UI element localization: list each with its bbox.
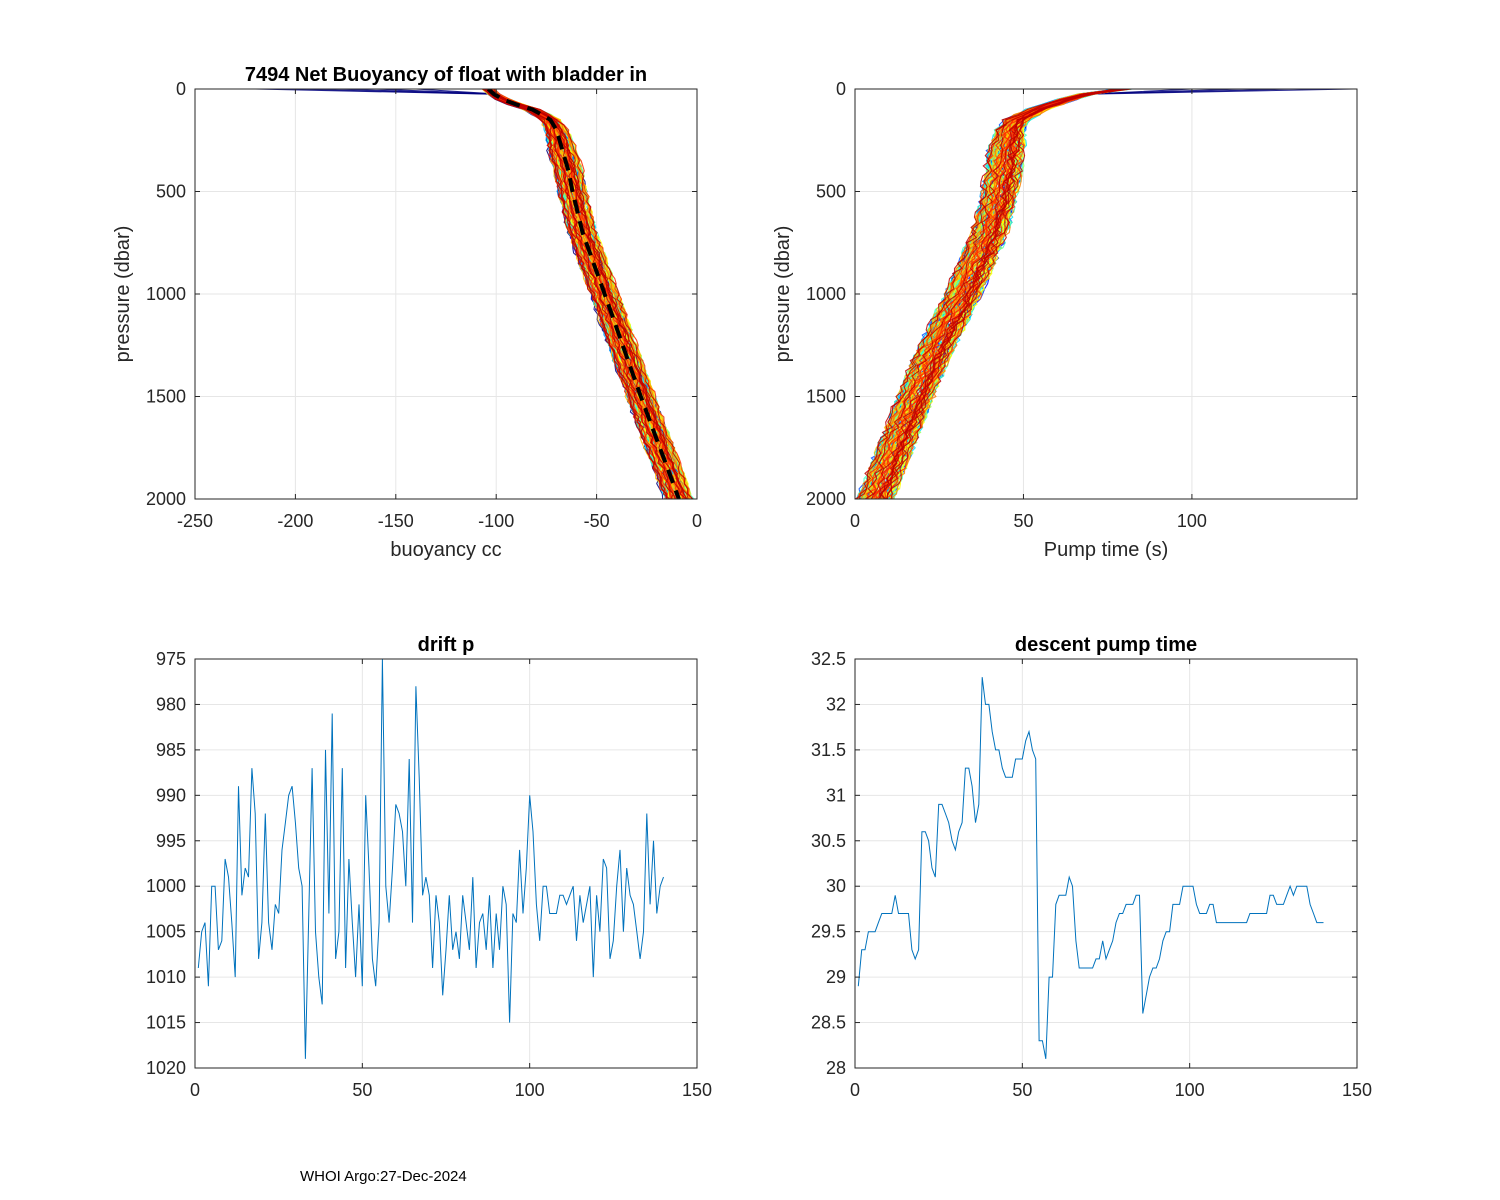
buoyancy-ytick-label-1: 500 xyxy=(156,182,186,202)
drift-p-axes: 0 50 100 150 975 980 985 990 995 1000 1005 1010 1015… xyxy=(146,634,712,1100)
pump-ytick-label-1: 500 xyxy=(816,182,846,202)
pump-xtick-label-1: 50 xyxy=(1013,511,1033,531)
descent-axes-box xyxy=(854,658,1358,1069)
descent-pump-time-axes: 0 50 100 150 28 28.5 29 29.5 30 30.5 31 31.5 32 32.5 d… xyxy=(811,634,1372,1100)
pump-profile-137 xyxy=(871,89,1125,499)
descent-ytick-label-7: 31.5 xyxy=(811,740,846,760)
pump-profile-133 xyxy=(858,89,1119,499)
descent-xtick-label-3: 150 xyxy=(1342,1080,1372,1100)
pump-profile-130 xyxy=(886,89,1128,499)
drift-ytick-label-1: 980 xyxy=(156,694,186,714)
buoyancy-ytick-label-0: 0 xyxy=(176,79,186,99)
buoyancy-profile-129 xyxy=(493,89,694,499)
drift-xtick-label-3: 150 xyxy=(682,1080,712,1100)
drift-title: drift p xyxy=(418,634,475,656)
buoyancy-profile-133 xyxy=(489,89,689,499)
pump-profile-group xyxy=(855,89,1354,499)
buoyancy-profile-group xyxy=(255,89,695,499)
drift-ytick-label-8: 1015 xyxy=(146,1013,186,1033)
pump-ytick-label-4: 2000 xyxy=(806,489,846,509)
descent-ytick-label-6: 31 xyxy=(826,785,846,805)
pump-ytick-label-0: 0 xyxy=(836,79,846,99)
descent-ytick-label-3: 29.5 xyxy=(811,922,846,942)
descent-title: descent pump time xyxy=(1015,634,1197,656)
descent-xtick-label-2: 100 xyxy=(1175,1080,1205,1100)
buoyancy-profile-137 xyxy=(488,89,687,499)
buoyancy-ytick-label-2: 1000 xyxy=(146,284,186,304)
descent-xtick-label-0: 0 xyxy=(850,1080,860,1100)
pump-profile-134 xyxy=(878,89,1125,499)
descent-ytick-label-0: 28 xyxy=(826,1058,846,1078)
pump-xtick-label-2: 100 xyxy=(1177,511,1207,531)
pump-xtick-label-0: 0 xyxy=(850,511,860,531)
buoyancy-xtick-label-5: 0 xyxy=(692,511,702,531)
buoyancy-profile-119 xyxy=(487,89,678,499)
pump-profile-111 xyxy=(881,89,1128,499)
buoyancy-ytick-label-3: 1500 xyxy=(146,387,186,407)
buoyancy-profile-138 xyxy=(485,89,671,499)
drift-xtick-label-2: 100 xyxy=(515,1080,545,1100)
drift-ytick-label-9: 1020 xyxy=(146,1058,186,1078)
buoyancy-mean-profile xyxy=(486,89,681,499)
buoyancy-profile-136 xyxy=(488,89,674,499)
pump-profile-135 xyxy=(878,89,1130,499)
drift-axes-box xyxy=(194,658,698,1069)
pump-profile-132 xyxy=(885,89,1130,499)
descent-ytick-label-2: 29 xyxy=(826,967,846,987)
drift-xtick-label-0: 0 xyxy=(190,1080,200,1100)
descent-series-line xyxy=(857,677,1324,1059)
buoyancy-xtick-label-4: -50 xyxy=(584,511,610,531)
buoyancy-axes: -250 -200 -150 -100 -50 0 0 500 1000 1500 2000 7494… xyxy=(112,64,702,561)
drift-ytick-label-2: 985 xyxy=(156,740,186,760)
buoyancy-profile-107 xyxy=(490,89,691,499)
pump-ytick-label-2: 1000 xyxy=(806,284,846,304)
descent-ytick-label-8: 32 xyxy=(826,694,846,714)
buoyancy-xtick-label-0: -250 xyxy=(177,511,213,531)
buoyancy-ylabel: pressure (dbar) xyxy=(112,226,134,363)
drift-xtick-label-1: 50 xyxy=(352,1080,372,1100)
pump-profile-136 xyxy=(865,89,1119,499)
buoyancy-title: 7494 Net Buoyancy of float with bladder … xyxy=(245,64,647,86)
drift-ytick-label-6: 1005 xyxy=(146,922,186,942)
pump-profile-122 xyxy=(873,89,1121,499)
footer-label: WHOI Argo:27-Dec-2024 xyxy=(300,1168,467,1185)
descent-ytick-label-1: 28.5 xyxy=(811,1013,846,1033)
pump-ytick-label-3: 1500 xyxy=(806,387,846,407)
buoyancy-ytick-label-4: 2000 xyxy=(146,489,186,509)
drift-ytick-label-0: 975 xyxy=(156,649,186,669)
descent-xtick-label-1: 50 xyxy=(1012,1080,1032,1100)
buoyancy-xtick-label-1: -200 xyxy=(277,511,313,531)
drift-ytick-label-3: 990 xyxy=(156,785,186,805)
pump-ylabel: pressure (dbar) xyxy=(772,226,794,363)
descent-ytick-label-5: 30.5 xyxy=(811,831,846,851)
pump-profile-138 xyxy=(855,89,1121,499)
buoyancy-xtick-label-2: -150 xyxy=(378,511,414,531)
drift-series-line xyxy=(197,658,664,1059)
pump-profile-114 xyxy=(866,89,1124,499)
buoyancy-xtick-label-3: -100 xyxy=(478,511,514,531)
drift-ytick-label-7: 1010 xyxy=(146,967,186,987)
pump-xlabel: Pump time (s) xyxy=(1044,539,1168,561)
buoyancy-xlabel: buoyancy cc xyxy=(390,539,501,561)
descent-ytick-label-4: 30 xyxy=(826,876,846,896)
drift-ytick-label-4: 995 xyxy=(156,831,186,851)
drift-ytick-label-5: 1000 xyxy=(146,876,186,896)
descent-ytick-label-9: 32.5 xyxy=(811,649,846,669)
pump-profile-112 xyxy=(887,89,1130,499)
pump-profile-128 xyxy=(890,89,1130,499)
